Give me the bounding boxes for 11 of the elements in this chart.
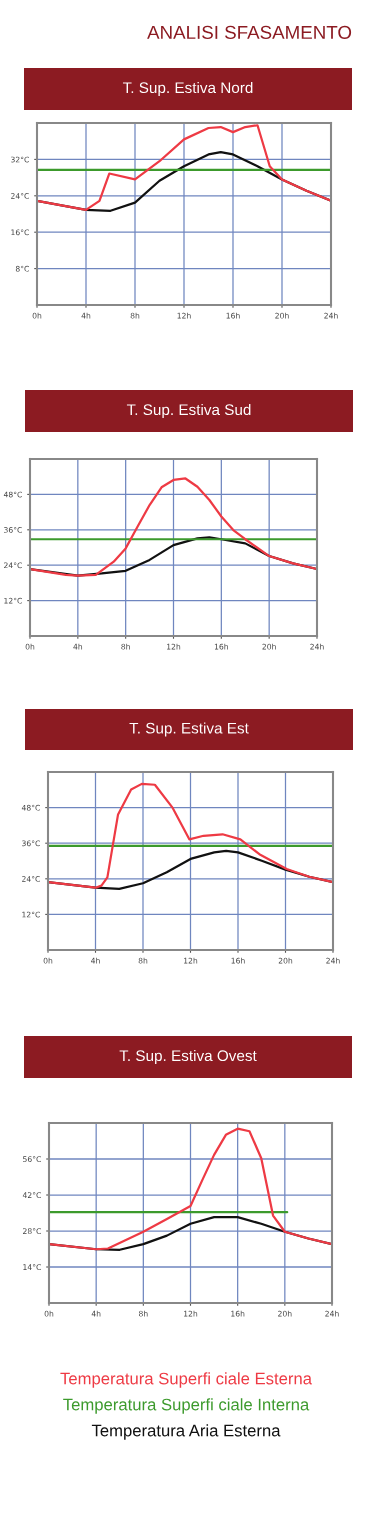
line-series <box>49 1127 332 1251</box>
text: Temperatura Superfi ciale Interna <box>63 1398 310 1414</box>
text: Temperatura Aria Esterna <box>91 1424 281 1440</box>
chart-title: T. Sup. Estiva Nord <box>122 81 253 97</box>
line-series <box>30 477 317 577</box>
chart-title: T. Sup. Estiva Sud <box>126 403 251 419</box>
text: ANALISI SFASAMENTO <box>147 25 352 40</box>
chart-title: T. Sup. Estiva Ovest <box>119 1049 257 1065</box>
chart-title: T. Sup. Estiva Est <box>129 722 249 737</box>
line-series <box>48 782 333 889</box>
text: Temperatura Superfi ciale Esterna <box>60 1372 312 1388</box>
